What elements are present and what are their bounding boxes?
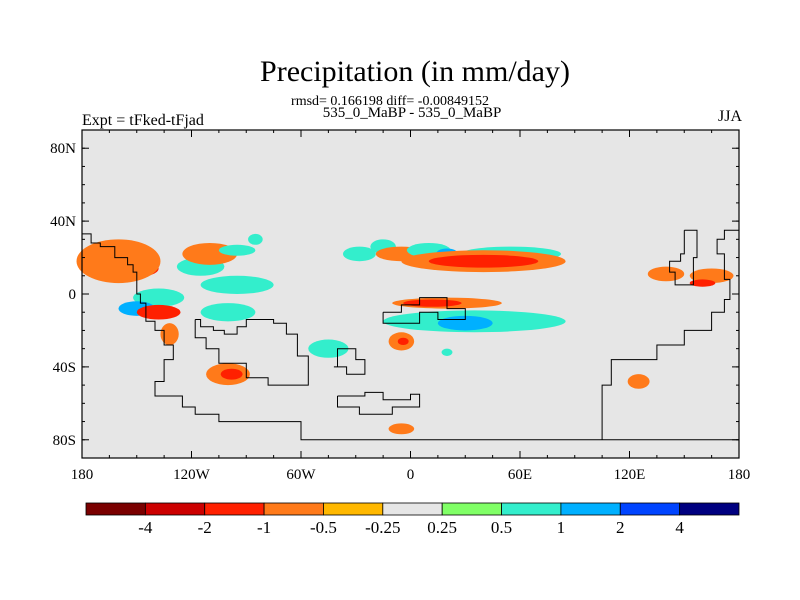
colorbar-swatch <box>263 502 324 516</box>
anomaly-region-7 <box>200 303 256 322</box>
y-tick-label: 40N <box>50 214 76 230</box>
anomaly-region-2 <box>133 288 185 307</box>
coastline-3 <box>337 391 421 415</box>
colorbar-swatch <box>679 502 740 516</box>
colorbar-label: 4 <box>675 518 684 537</box>
anomaly-region-21 <box>428 254 539 268</box>
coastline-5 <box>601 229 739 440</box>
anomaly-region-27 <box>397 337 409 346</box>
anomaly-region-34 <box>218 244 256 256</box>
colorbar-swatch <box>85 502 146 516</box>
anomaly-region-32 <box>689 279 716 287</box>
x-tick-label: 180 <box>71 467 94 483</box>
colorbar-label: 0.25 <box>427 518 458 537</box>
anomaly-region-6 <box>200 275 274 294</box>
colorbar-swatch <box>144 502 206 516</box>
anomaly-region-33 <box>388 423 415 435</box>
x-tick-label: 120W <box>173 467 211 483</box>
anomaly-region-30 <box>647 266 685 282</box>
x-tick-label: 120E <box>614 467 646 483</box>
map-background <box>82 130 739 458</box>
colorbar-swatch <box>323 502 384 516</box>
colorbar-label: -2 <box>197 518 212 537</box>
chart-title: Precipitation (in mm/day) <box>260 55 570 88</box>
x-tick-label: 60E <box>508 467 532 483</box>
colorbar-label: 2 <box>616 518 625 537</box>
colorbar-label: -0.5 <box>309 518 337 537</box>
anomaly-region-28 <box>441 348 453 356</box>
experiment-label: Expt = tFked-tFjad <box>82 112 204 129</box>
x-tick-label: 0 <box>407 467 415 483</box>
season-label: JJA <box>717 108 742 125</box>
anomaly-region-10 <box>248 233 263 245</box>
colorbar-label: -0.25 <box>365 518 401 537</box>
coastline-0 <box>82 233 739 441</box>
colorbar-label: -1 <box>256 518 272 537</box>
x-tick-label: 180 <box>728 467 751 483</box>
anomaly-region-31 <box>689 268 734 284</box>
coastline-6 <box>333 348 366 375</box>
anomaly-region-13 <box>220 368 243 380</box>
colorbar-swatch <box>560 502 621 516</box>
anomaly-region-29 <box>627 374 650 389</box>
anomaly-region-11 <box>308 339 349 358</box>
y-tick-label: 80S <box>53 433 76 449</box>
colorbar-swatch <box>441 502 502 516</box>
anomaly-region-14 <box>342 246 376 262</box>
y-tick-label: 0 <box>69 287 77 303</box>
colorbar-swatch <box>501 502 562 516</box>
colorbar-swatch <box>382 502 443 516</box>
colorbar-label: -4 <box>138 518 153 537</box>
y-tick-label: 80N <box>50 141 76 157</box>
colorbar-swatch <box>619 502 681 516</box>
anomaly-region-1 <box>76 239 161 284</box>
x-tick-label: 60W <box>286 467 316 483</box>
coastline-4 <box>669 229 698 286</box>
runs-line: 535_0_MaBP - 535_0_MaBP <box>322 105 502 121</box>
stats-line: rmsd= 0.166198 diff= -0.00849152 <box>291 94 489 109</box>
coastline-1 <box>194 319 309 386</box>
anomaly-region-5 <box>160 323 179 346</box>
colorbar-label: 1 <box>556 518 566 537</box>
colorbar-label: 0.5 <box>490 518 513 537</box>
colorbar-swatch <box>204 502 265 516</box>
anomaly-region-4 <box>136 304 181 320</box>
anomaly-region-23 <box>403 299 462 307</box>
y-tick-label: 40S <box>53 360 76 376</box>
coastline-2 <box>382 297 466 324</box>
